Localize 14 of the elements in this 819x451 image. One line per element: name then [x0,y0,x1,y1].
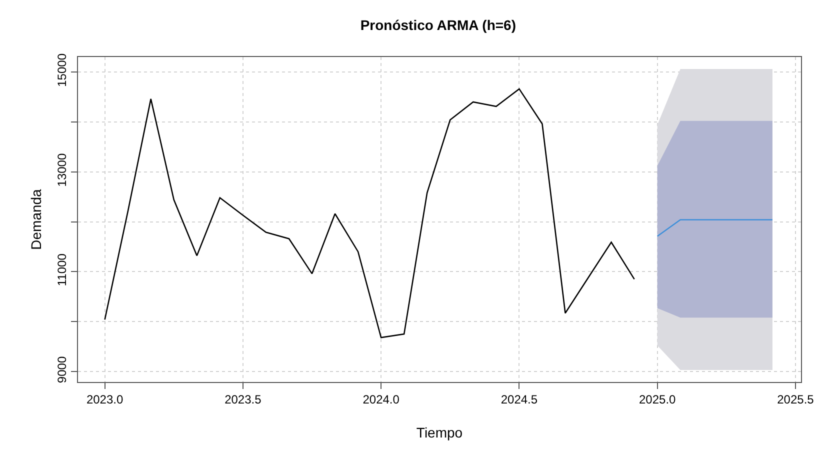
x-tick-label: 2023.5 [224,392,262,406]
chart-title: Pronóstico ARMA (h=6) [360,17,516,34]
x-tick-label: 2025.0 [638,392,676,406]
x-tick-label: 2025.5 [777,392,814,406]
y-tick-label: 9000 [55,356,70,384]
x-tick-label: 2024.0 [362,392,400,406]
x-tick-label: 2023.0 [86,392,124,406]
x-axis-title: Tiempo [416,424,463,441]
y-tick-label: 15000 [55,53,70,87]
line-series [104,88,635,338]
x-tick-label: 2024.5 [500,392,538,406]
y-axis-title: Demanda [28,188,44,250]
y-tick-label: 13000 [55,153,70,187]
y-tick-label: 11000 [55,253,70,286]
